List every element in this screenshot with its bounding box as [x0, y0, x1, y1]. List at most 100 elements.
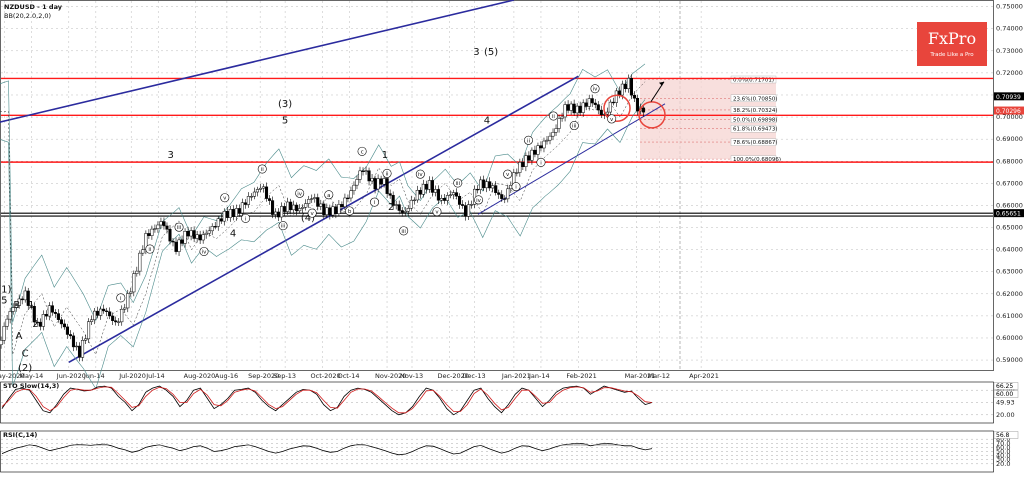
candle-body — [255, 189, 260, 193]
candle-body — [156, 224, 160, 229]
candle-body — [620, 83, 624, 96]
candle-body — [105, 310, 109, 312]
y-tick-label: 0.63000 — [996, 268, 1023, 276]
candle-body — [20, 298, 24, 301]
candle-body — [231, 209, 235, 217]
roman-marker — [345, 206, 355, 216]
candle-body — [470, 204, 474, 206]
wave-label: 5 — [282, 116, 288, 127]
candle-body — [93, 310, 97, 321]
rsi-overbought-fill — [354, 444, 362, 446]
candle-body — [313, 197, 317, 199]
roman-label: iv — [297, 191, 303, 197]
candle-body — [442, 198, 446, 201]
candle-body — [219, 218, 223, 222]
roman-marker — [503, 169, 513, 179]
roman-label: v — [223, 196, 227, 202]
candle-body — [228, 209, 232, 218]
rsi-value-text: 56.8 — [996, 432, 1010, 439]
roman-marker — [241, 213, 251, 223]
candle-body — [527, 155, 531, 161]
candle-body — [599, 109, 603, 115]
x-tick-label: Jun-2020 — [56, 372, 86, 380]
x-tick-label: Dec-13 — [462, 372, 485, 380]
candle-body — [267, 198, 272, 201]
candle-body — [277, 211, 281, 218]
candle-body — [90, 319, 94, 322]
candle-body — [65, 326, 69, 335]
candle-body — [147, 233, 151, 236]
candle-body — [355, 179, 359, 186]
roman-label: iii — [177, 225, 182, 231]
roman-label: ii — [261, 167, 265, 173]
candle-body — [23, 290, 27, 301]
candle-body — [108, 311, 112, 317]
candle-body — [370, 178, 374, 182]
candle-body — [114, 320, 118, 323]
roman-marker — [145, 244, 155, 254]
candle-body — [451, 192, 456, 196]
candle-body — [412, 199, 416, 202]
candle-body — [494, 185, 498, 193]
candle-body — [168, 229, 172, 242]
candle-body — [222, 211, 226, 222]
candle-body — [325, 207, 329, 215]
sto-value-text: 66.25 — [996, 383, 1013, 390]
rsi-overbought-fill — [361, 444, 369, 446]
price-tag-text: 0.70939 — [996, 94, 1021, 101]
fib-label: 61.8%(0.69473) — [733, 127, 778, 133]
wave-label: (2) — [18, 363, 32, 374]
candle-body — [379, 178, 383, 185]
wave-label: 3 — [168, 150, 174, 161]
candle-body — [464, 205, 468, 217]
y-tick-label: 0.75000 — [996, 3, 1023, 11]
candle-body — [135, 270, 139, 274]
candle-body — [62, 323, 66, 328]
candle-body — [608, 101, 612, 113]
rsi-overbought-fill — [81, 444, 88, 446]
fib-label-box — [730, 138, 777, 146]
candle-body — [68, 334, 73, 337]
roman-label: iv — [202, 249, 208, 255]
roman-label: iii — [401, 229, 406, 235]
roman-label: ii — [552, 114, 556, 120]
rsi-overbought-fill — [156, 444, 163, 446]
candle-body — [186, 231, 190, 237]
candle-body — [174, 241, 178, 252]
candle-body — [195, 234, 199, 239]
candle-body — [177, 239, 181, 252]
candle-body — [593, 102, 597, 105]
wave-label: (4) — [301, 213, 315, 224]
candle-body — [569, 103, 573, 111]
candle-body — [102, 308, 106, 312]
candle-body — [400, 210, 404, 213]
candle-body — [322, 203, 326, 215]
roman-marker — [523, 135, 533, 145]
candle-body — [328, 207, 332, 216]
roman-marker — [116, 293, 126, 303]
candle-body — [629, 78, 633, 96]
candle-body — [213, 226, 217, 228]
fib-label: 50.0%(0.69898) — [733, 117, 778, 123]
roman-marker — [415, 169, 425, 179]
rsi-overbought-fill — [560, 444, 567, 446]
candle-body — [614, 90, 618, 103]
roman-marker — [511, 182, 521, 192]
candle-body — [120, 308, 124, 323]
y-tick-label: 0.65000 — [996, 224, 1023, 232]
candle-body — [117, 321, 121, 323]
candle-body — [448, 194, 453, 196]
candle-body — [316, 197, 320, 207]
candle-body — [201, 234, 205, 241]
candle-body — [382, 178, 386, 185]
fib-label-box — [730, 125, 777, 133]
bollinger-lower — [0, 99, 646, 390]
fxpro-logo: FxPro Trade Like a Pro — [917, 22, 987, 66]
candle-body — [530, 149, 534, 161]
candle-body — [578, 105, 582, 113]
candle-body — [87, 321, 91, 340]
wave-label: B — [13, 300, 20, 311]
candle-body — [421, 183, 425, 195]
